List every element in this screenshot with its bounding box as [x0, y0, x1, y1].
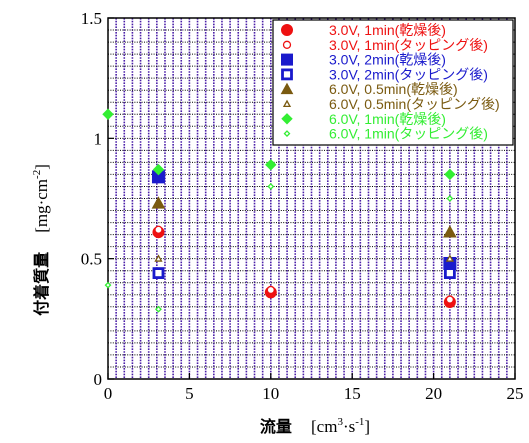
data-point-series-4 — [443, 267, 456, 280]
data-point-series-8 — [155, 305, 162, 313]
legend-marker — [281, 113, 293, 125]
legend-box — [272, 19, 514, 146]
x-tick-label: 10 — [262, 384, 279, 403]
legend-marker — [282, 99, 292, 108]
data-point-series-7 — [152, 163, 165, 176]
x-tick-label: 0 — [104, 384, 113, 403]
tick-labels: 0 5 10 15 20 25 0 0.5 1 1.5 — [81, 9, 524, 403]
x-axis-label: 流量 — [260, 417, 292, 436]
svg-text:流量 [cm3·s-1]: 流量 [cm3·s-1] — [260, 416, 370, 436]
y-tick-label: 0.5 — [81, 250, 102, 269]
x-tick-label: 5 — [185, 384, 194, 403]
legend-label: 3.0V, 2min(タッピング後) — [329, 66, 488, 82]
data-point-series-8 — [267, 183, 275, 190]
data-point-series-5 — [443, 225, 457, 238]
x-tick-label: 15 — [344, 384, 361, 403]
legend-label: 6.0V, 0.5min(タッピング後) — [329, 96, 500, 112]
grid — [108, 18, 515, 379]
legend-marker — [282, 40, 292, 49]
legend-label: 3.0V, 1min(タッピング後) — [329, 37, 488, 53]
data-point-series-6 — [445, 254, 454, 262]
data-point-series-6 — [154, 254, 163, 262]
y-axis-label: 付着質量 — [32, 252, 51, 316]
legend-label: 6.0V, 0.5min(乾燥後) — [329, 81, 458, 97]
data-point-series-8 — [446, 195, 454, 202]
x-tick-label: 25 — [507, 384, 524, 403]
data-point-series-7 — [444, 168, 456, 181]
legend-label: 6.0V, 1min(乾燥後) — [329, 111, 446, 127]
y-tick-label: 1.5 — [81, 9, 102, 28]
data-point-series-2 — [445, 295, 455, 304]
y-axis-unit: [mg·cm-2] — [31, 164, 51, 233]
x-tick-label: 20 — [425, 384, 442, 403]
legend-label: 6.0V, 1min(タッピング後) — [329, 126, 488, 142]
y-axis-title: 付着質量 [mg·cm-2] — [31, 164, 51, 316]
data-point-series-2 — [154, 225, 163, 234]
axis-ticks — [107, 17, 516, 380]
plot-frame — [107, 17, 516, 380]
legend: 3.0V, 1min(乾燥後)3.0V, 1min(タッピング後)3.0V, 2… — [272, 19, 514, 146]
data-points — [102, 108, 457, 313]
x-axis-unit: [cm3·s-1] — [311, 416, 370, 436]
data-point-series-7 — [102, 108, 114, 120]
x-axis-title: 流量 [cm3·s-1] — [260, 416, 370, 436]
legend-marker — [280, 82, 294, 95]
y-tick-label: 0 — [94, 370, 103, 389]
data-point-series-5 — [151, 196, 166, 209]
legend-label: 3.0V, 2min(乾燥後) — [329, 52, 446, 68]
data-point-series-8 — [104, 281, 112, 289]
data-point-series-7 — [265, 159, 277, 171]
y-tick-label: 1 — [94, 129, 103, 148]
data-point-series-2 — [266, 285, 275, 295]
data-point-series-4 — [152, 267, 165, 280]
svg-text:付着質量 [mg·cm-2]: 付着質量 [mg·cm-2] — [31, 164, 51, 316]
legend-marker — [283, 130, 291, 138]
legend-marker — [281, 24, 293, 36]
legend-label: 3.0V, 1min(乾燥後) — [329, 22, 446, 38]
legend-marker — [281, 68, 293, 81]
legend-marker — [281, 53, 293, 66]
